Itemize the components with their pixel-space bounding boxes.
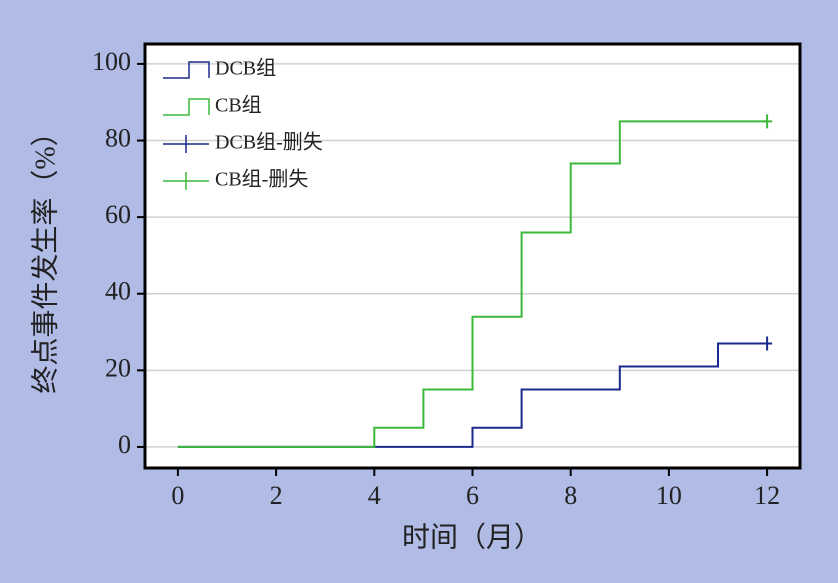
y-tick-label: 40	[105, 277, 131, 306]
plot-frame	[143, 42, 802, 470]
y-tick-label: 100	[92, 47, 131, 76]
y-tick-label: 0	[118, 430, 131, 459]
legend-symbol	[163, 61, 210, 79]
x-tick-label: 8	[564, 481, 577, 510]
step-line	[177, 342, 768, 448]
y-axis-label: 终点事件发生率（%）	[29, 118, 61, 393]
y-tick-label: 60	[105, 200, 131, 229]
censor-mark	[762, 114, 773, 129]
legend-label: CB组-删失	[215, 168, 308, 191]
x-tick-label: 12	[754, 481, 780, 510]
legend-symbol	[163, 98, 210, 116]
x-tick-label: 2	[270, 481, 283, 510]
x-axis-label: 时间（月）	[402, 521, 542, 553]
legend-label: DCB组	[215, 57, 276, 80]
legend-symbol	[163, 135, 209, 153]
y-tick-label: 80	[105, 123, 131, 152]
legend-label: DCB组-删失	[215, 131, 323, 154]
x-tick-label: 6	[466, 481, 479, 510]
legend-symbol	[163, 172, 209, 190]
plot-area	[145, 44, 800, 468]
y-tick-label: 20	[105, 353, 131, 382]
censor-mark	[762, 336, 773, 351]
x-tick-label: 10	[656, 481, 682, 510]
legend-label: CB组	[215, 94, 262, 117]
x-tick-label: 0	[171, 481, 184, 510]
x-tick-label: 4	[368, 481, 381, 510]
step-line	[177, 120, 768, 448]
